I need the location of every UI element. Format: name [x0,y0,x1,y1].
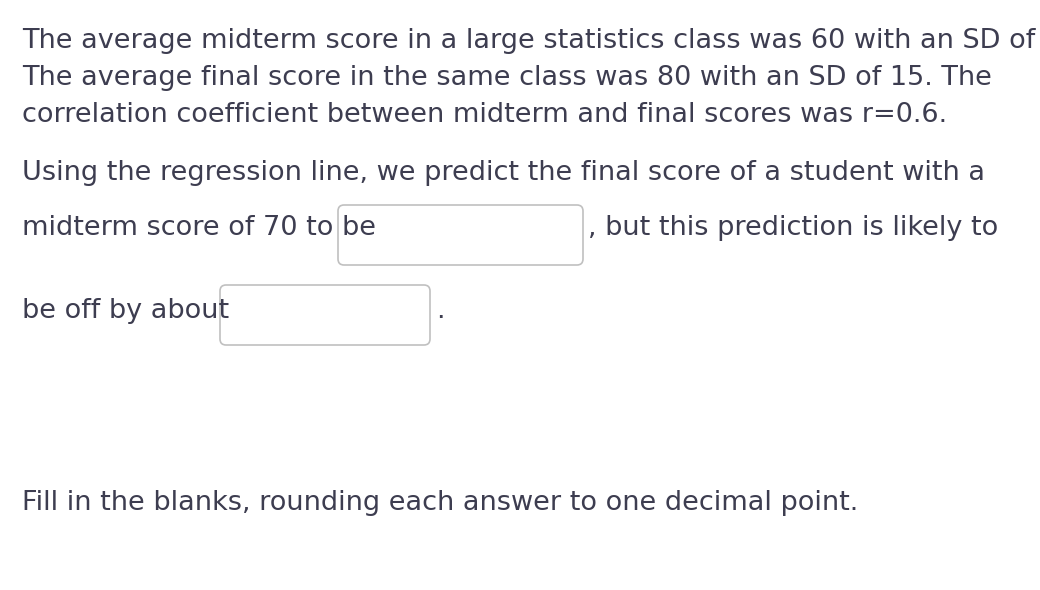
Text: be off by about: be off by about [22,298,229,324]
Text: midterm score of 70 to be: midterm score of 70 to be [22,215,376,241]
Text: The average final score in the same class was 80 with an SD of 15. The: The average final score in the same clas… [22,65,992,91]
Text: .: . [436,298,444,324]
Text: correlation coefficient between midterm and final scores was r=0.6.: correlation coefficient between midterm … [22,102,947,128]
Text: , but this prediction is likely to: , but this prediction is likely to [588,215,998,241]
FancyBboxPatch shape [338,205,583,265]
FancyBboxPatch shape [220,285,430,345]
Text: The average midterm score in a large statistics class was 60 with an SD of 5.: The average midterm score in a large sta… [22,28,1040,54]
Text: Fill in the blanks, rounding each answer to one decimal point.: Fill in the blanks, rounding each answer… [22,490,858,516]
Text: Using the regression line, we predict the final score of a student with a: Using the regression line, we predict th… [22,160,985,186]
